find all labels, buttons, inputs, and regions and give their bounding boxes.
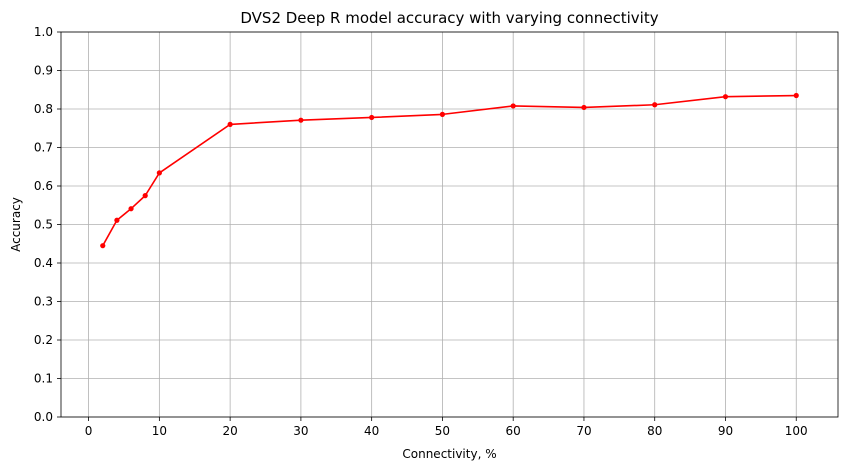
series [100, 92, 799, 249]
data-point [128, 206, 134, 212]
data-point [369, 114, 375, 121]
data-point [722, 94, 729, 100]
x-tick-label: 30 [293, 424, 308, 438]
x-tick-label: 50 [435, 424, 450, 438]
x-tick-label: 90 [718, 424, 733, 438]
x-tick-label: 70 [576, 424, 591, 438]
x-tick-label: 10 [152, 424, 167, 438]
y-tick-label: 0.5 [34, 218, 53, 232]
x-tick-label: 100 [785, 424, 808, 438]
data-point [227, 121, 233, 127]
data-point [439, 111, 446, 117]
y-tick-label: 0.0 [34, 410, 53, 424]
data-point [510, 103, 516, 109]
y-tick-label: 0.9 [34, 64, 53, 78]
x-axis-ticks: 0 10 20 30 40 50 60 70 80 90 100 [85, 417, 808, 438]
x-tick-label: 20 [222, 424, 237, 438]
data-point [298, 117, 304, 123]
y-axis-label: Accuracy [9, 197, 23, 252]
y-tick-label: 0.3 [34, 295, 53, 309]
y-tick-label: 0.7 [34, 141, 53, 155]
series-line [101, 94, 798, 247]
x-tick-label: 40 [364, 424, 379, 438]
data-point [581, 104, 587, 111]
data-point [100, 243, 106, 249]
y-axis-ticks: 0.0 0.1 0.2 0.3 0.4 0.5 0.6 0.7 0.8 0.9 1.0 [34, 25, 61, 424]
y-tick-label: 0.4 [34, 256, 53, 270]
y-tick-label: 1.0 [34, 25, 53, 39]
data-point [114, 217, 120, 223]
y-tick-label: 0.6 [34, 179, 53, 193]
chart-title: DVS2 Deep R model accuracy with varying … [240, 9, 658, 27]
data-point [652, 102, 658, 108]
x-tick-label: 0 [85, 424, 93, 438]
series-layer [100, 92, 799, 249]
data-point [793, 92, 799, 99]
data-point [142, 193, 148, 199]
y-tick-label: 0.8 [34, 102, 53, 116]
y-tick-label: 0.1 [34, 372, 53, 386]
x-tick-label: 80 [647, 424, 662, 438]
x-axis-label: Connectivity, % [402, 447, 496, 461]
data-point [156, 170, 162, 176]
y-tick-label: 0.2 [34, 333, 53, 347]
x-tick-label: 60 [506, 424, 521, 438]
